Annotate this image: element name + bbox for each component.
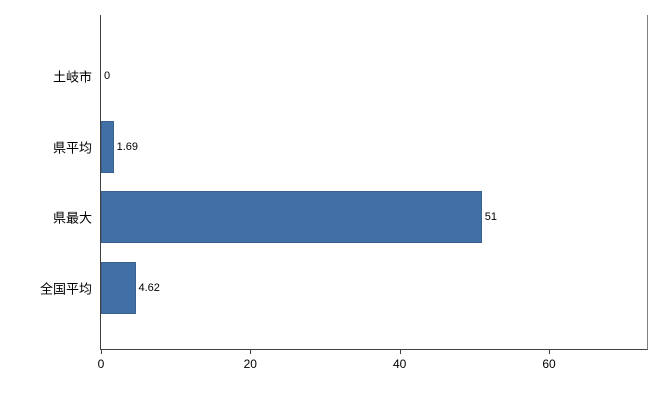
bar-row: 県平均 1.69 [53,112,647,183]
category-label: 土岐市 [52,69,92,85]
x-axis-tick-label: 20 [243,357,257,371]
category-label: 県平均 [52,140,92,156]
bar [101,261,136,314]
value-label: 0 [104,70,111,83]
category-label: 県最大 [52,210,92,226]
value-label: 4.62 [138,281,160,294]
bar-row: 全国平均 4.62 [40,253,647,324]
x-axis-tick-label: 60 [542,357,556,371]
bar-row: 土岐市 0 [53,41,647,112]
value-label: 1.69 [116,140,139,153]
x-axis-tick-label: 0 [97,357,105,371]
x-axis-tick-label: 40 [393,357,407,371]
x-axis-tick [250,349,252,354]
bar-row: 県最大 51 [53,182,647,253]
x-axis-tick [101,349,102,354]
value-label: 51 [484,211,498,224]
bar [101,191,482,244]
category-label: 全国平均 [39,281,92,297]
x-axis-tick [549,349,550,354]
plot-area: 土岐市 0 県平均 1.69 県最大 51 全国平均 4.62 0 20 40 60 [40,15,648,371]
x-axis-tick [399,349,401,354]
bar [101,120,114,173]
bar-rows: 土岐市 0 県平均 1.69 県最大 51 全国平均 4.62 [40,15,647,349]
